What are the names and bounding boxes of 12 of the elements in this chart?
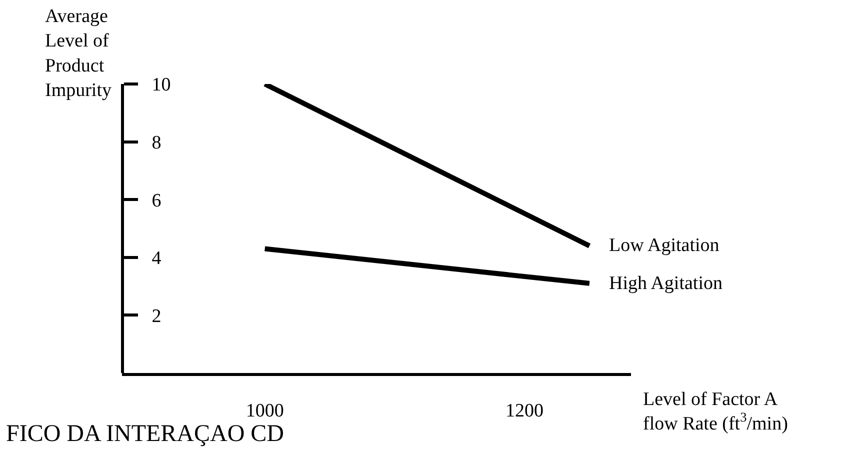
series-label: Low Agitation [609,235,720,256]
x-tick-label: 1000 [246,400,284,422]
x-tick-label: 1200 [506,400,544,422]
y-tick-label: 6 [152,190,162,212]
y-axis-title: Average Level of Product Impurity [45,6,112,102]
x-axis-title: Level of Factor A flow Rate (ft$^{3}$/min) [643,389,788,435]
y-tick-label: 8 [152,132,162,154]
series-label: High Agitation [609,273,723,294]
text: FICO DA INTERAÇAO CD [6,421,284,447]
y-tick-label: 10 [152,74,171,96]
y-tick-label: 4 [152,248,162,270]
y-tick-label: 2 [152,306,162,327]
